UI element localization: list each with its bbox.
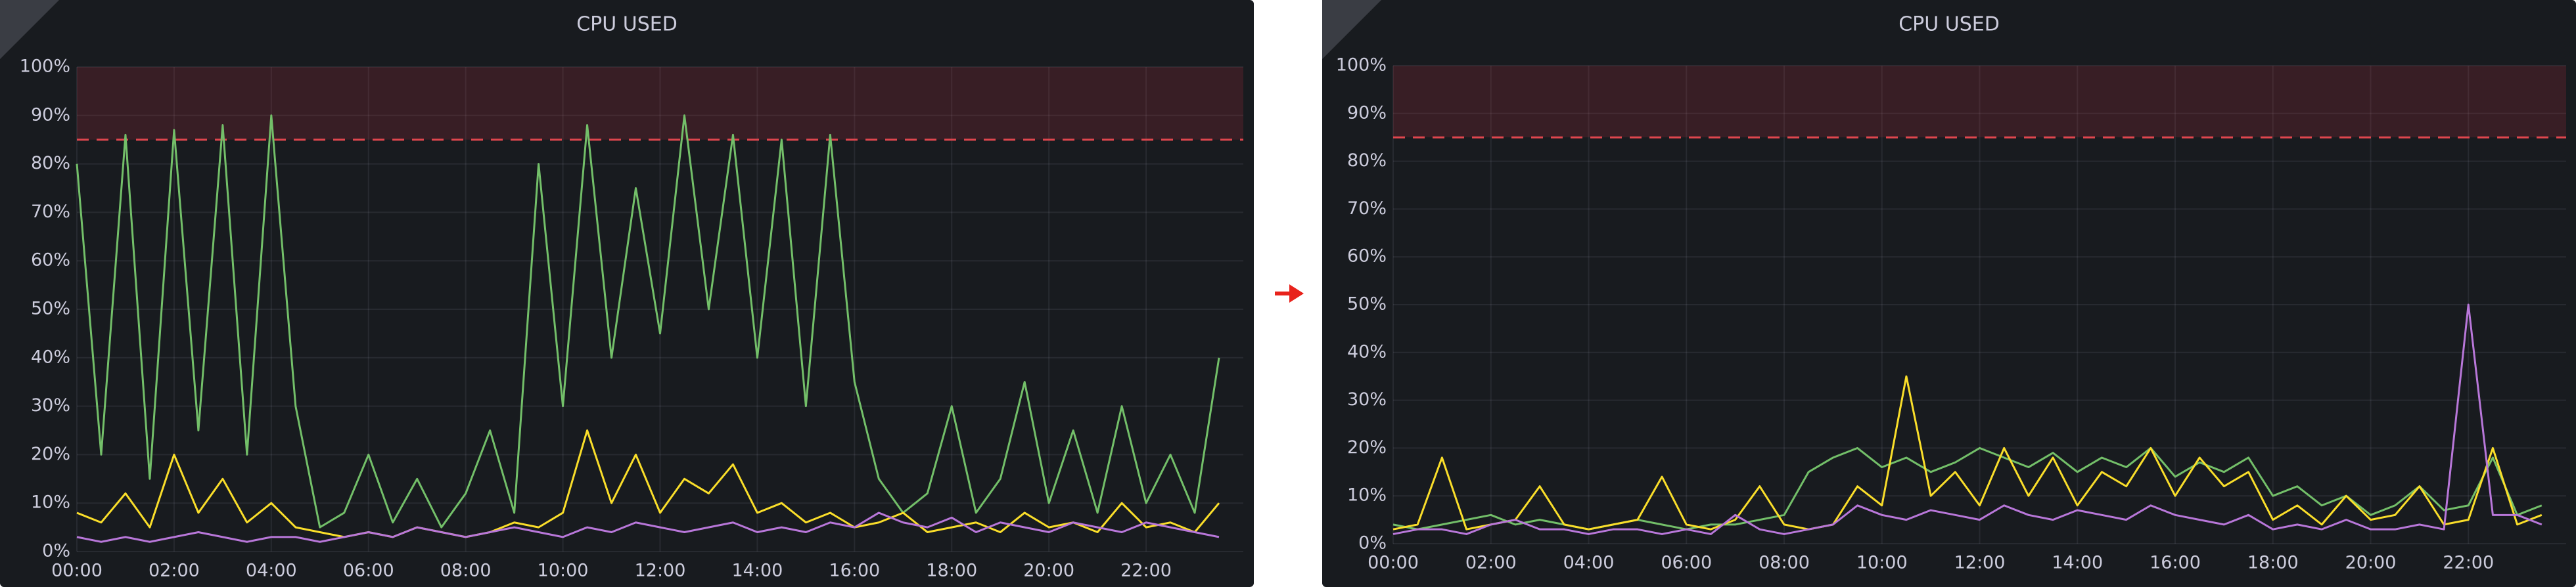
y-tick-label: 100% [1336, 55, 1387, 76]
series-line [76, 429, 1220, 538]
y-tick-label: 60% [1347, 246, 1387, 267]
y-tick-label: 20% [31, 444, 70, 464]
y-tick-label: 90% [1347, 102, 1387, 123]
y-tick-label: 20% [1347, 437, 1387, 458]
y-tick-label: 100% [20, 56, 70, 77]
panel: CPU USED 00:00 02:00 04:00 06:00 08:00 10:00 1… [1322, 0, 2576, 587]
x-tick-label: 08:00 [440, 561, 492, 581]
x-tick-label: 04:00 [1563, 553, 1615, 573]
x-tick-label: 08:00 [1759, 553, 1810, 573]
y-tick-label: 90% [31, 104, 70, 125]
y-tick-label: 70% [31, 202, 70, 222]
y-tick-label: 60% [31, 250, 70, 271]
x-tick-label: 06:00 [343, 561, 394, 581]
threshold-area [1393, 66, 2566, 138]
panel-background [1322, 0, 2576, 587]
x-tick-label: 02:00 [1465, 553, 1517, 573]
chart-title: CPU USED [576, 13, 678, 36]
y-tick-label: 10% [31, 492, 70, 513]
arrow [1275, 284, 1304, 303]
y-tick-label: 10% [1347, 485, 1387, 506]
series-line [76, 114, 1220, 529]
y-tick-label: 30% [31, 395, 70, 416]
x-tick-label: 02:00 [149, 561, 200, 581]
series-line [1392, 303, 2542, 535]
x-tick-label: 06:00 [1661, 553, 1712, 573]
y-tick-label: 80% [31, 153, 70, 173]
y-tick-label: 30% [1347, 389, 1387, 410]
x-tick-label: 22:00 [1120, 561, 1172, 581]
y-tick-label: 50% [1347, 294, 1387, 315]
y-tick-label: 40% [1347, 341, 1387, 362]
x-tick-label: 10:00 [1856, 553, 1908, 573]
panel-background [0, 0, 1254, 587]
x-tick-label: 22:00 [2443, 553, 2494, 573]
series-line [76, 511, 1220, 543]
chart-title: CPU USED [1898, 13, 2000, 36]
x-tick-label: 14:00 [2052, 553, 2103, 573]
y-tick-label: 50% [31, 299, 70, 319]
x-tick-label: 04:00 [246, 561, 297, 581]
series-line [1392, 375, 2542, 531]
arrow-head [1289, 284, 1304, 303]
info-corner [0, 0, 59, 59]
info-corner [1322, 0, 1381, 59]
x-tick-label: 18:00 [2247, 553, 2299, 573]
x-tick-label: 14:00 [732, 561, 783, 581]
x-tick-label: 10:00 [538, 561, 589, 581]
x-tick-label: 00:00 [1368, 553, 1419, 573]
x-tick-label: 18:00 [926, 561, 977, 581]
y-tick-label: 80% [1347, 150, 1387, 171]
x-tick-label: 12:00 [1954, 553, 2006, 573]
x-tick-label: 20:00 [2345, 553, 2397, 573]
threshold-area [77, 67, 1243, 140]
panel: CPU USED 00:00 02:00 04:00 06:00 08:00 10:00 1… [0, 0, 1254, 587]
x-tick-label: 16:00 [2150, 553, 2201, 573]
y-tick-label: 70% [1347, 198, 1387, 219]
x-tick-label: 16:00 [829, 561, 880, 581]
y-tick-label: 0% [42, 541, 70, 561]
y-tick-label: 0% [1358, 533, 1387, 554]
x-tick-label: 12:00 [635, 561, 686, 581]
x-tick-label: 20:00 [1023, 561, 1074, 581]
x-tick-label: 00:00 [51, 561, 103, 581]
y-tick-label: 40% [31, 347, 70, 367]
